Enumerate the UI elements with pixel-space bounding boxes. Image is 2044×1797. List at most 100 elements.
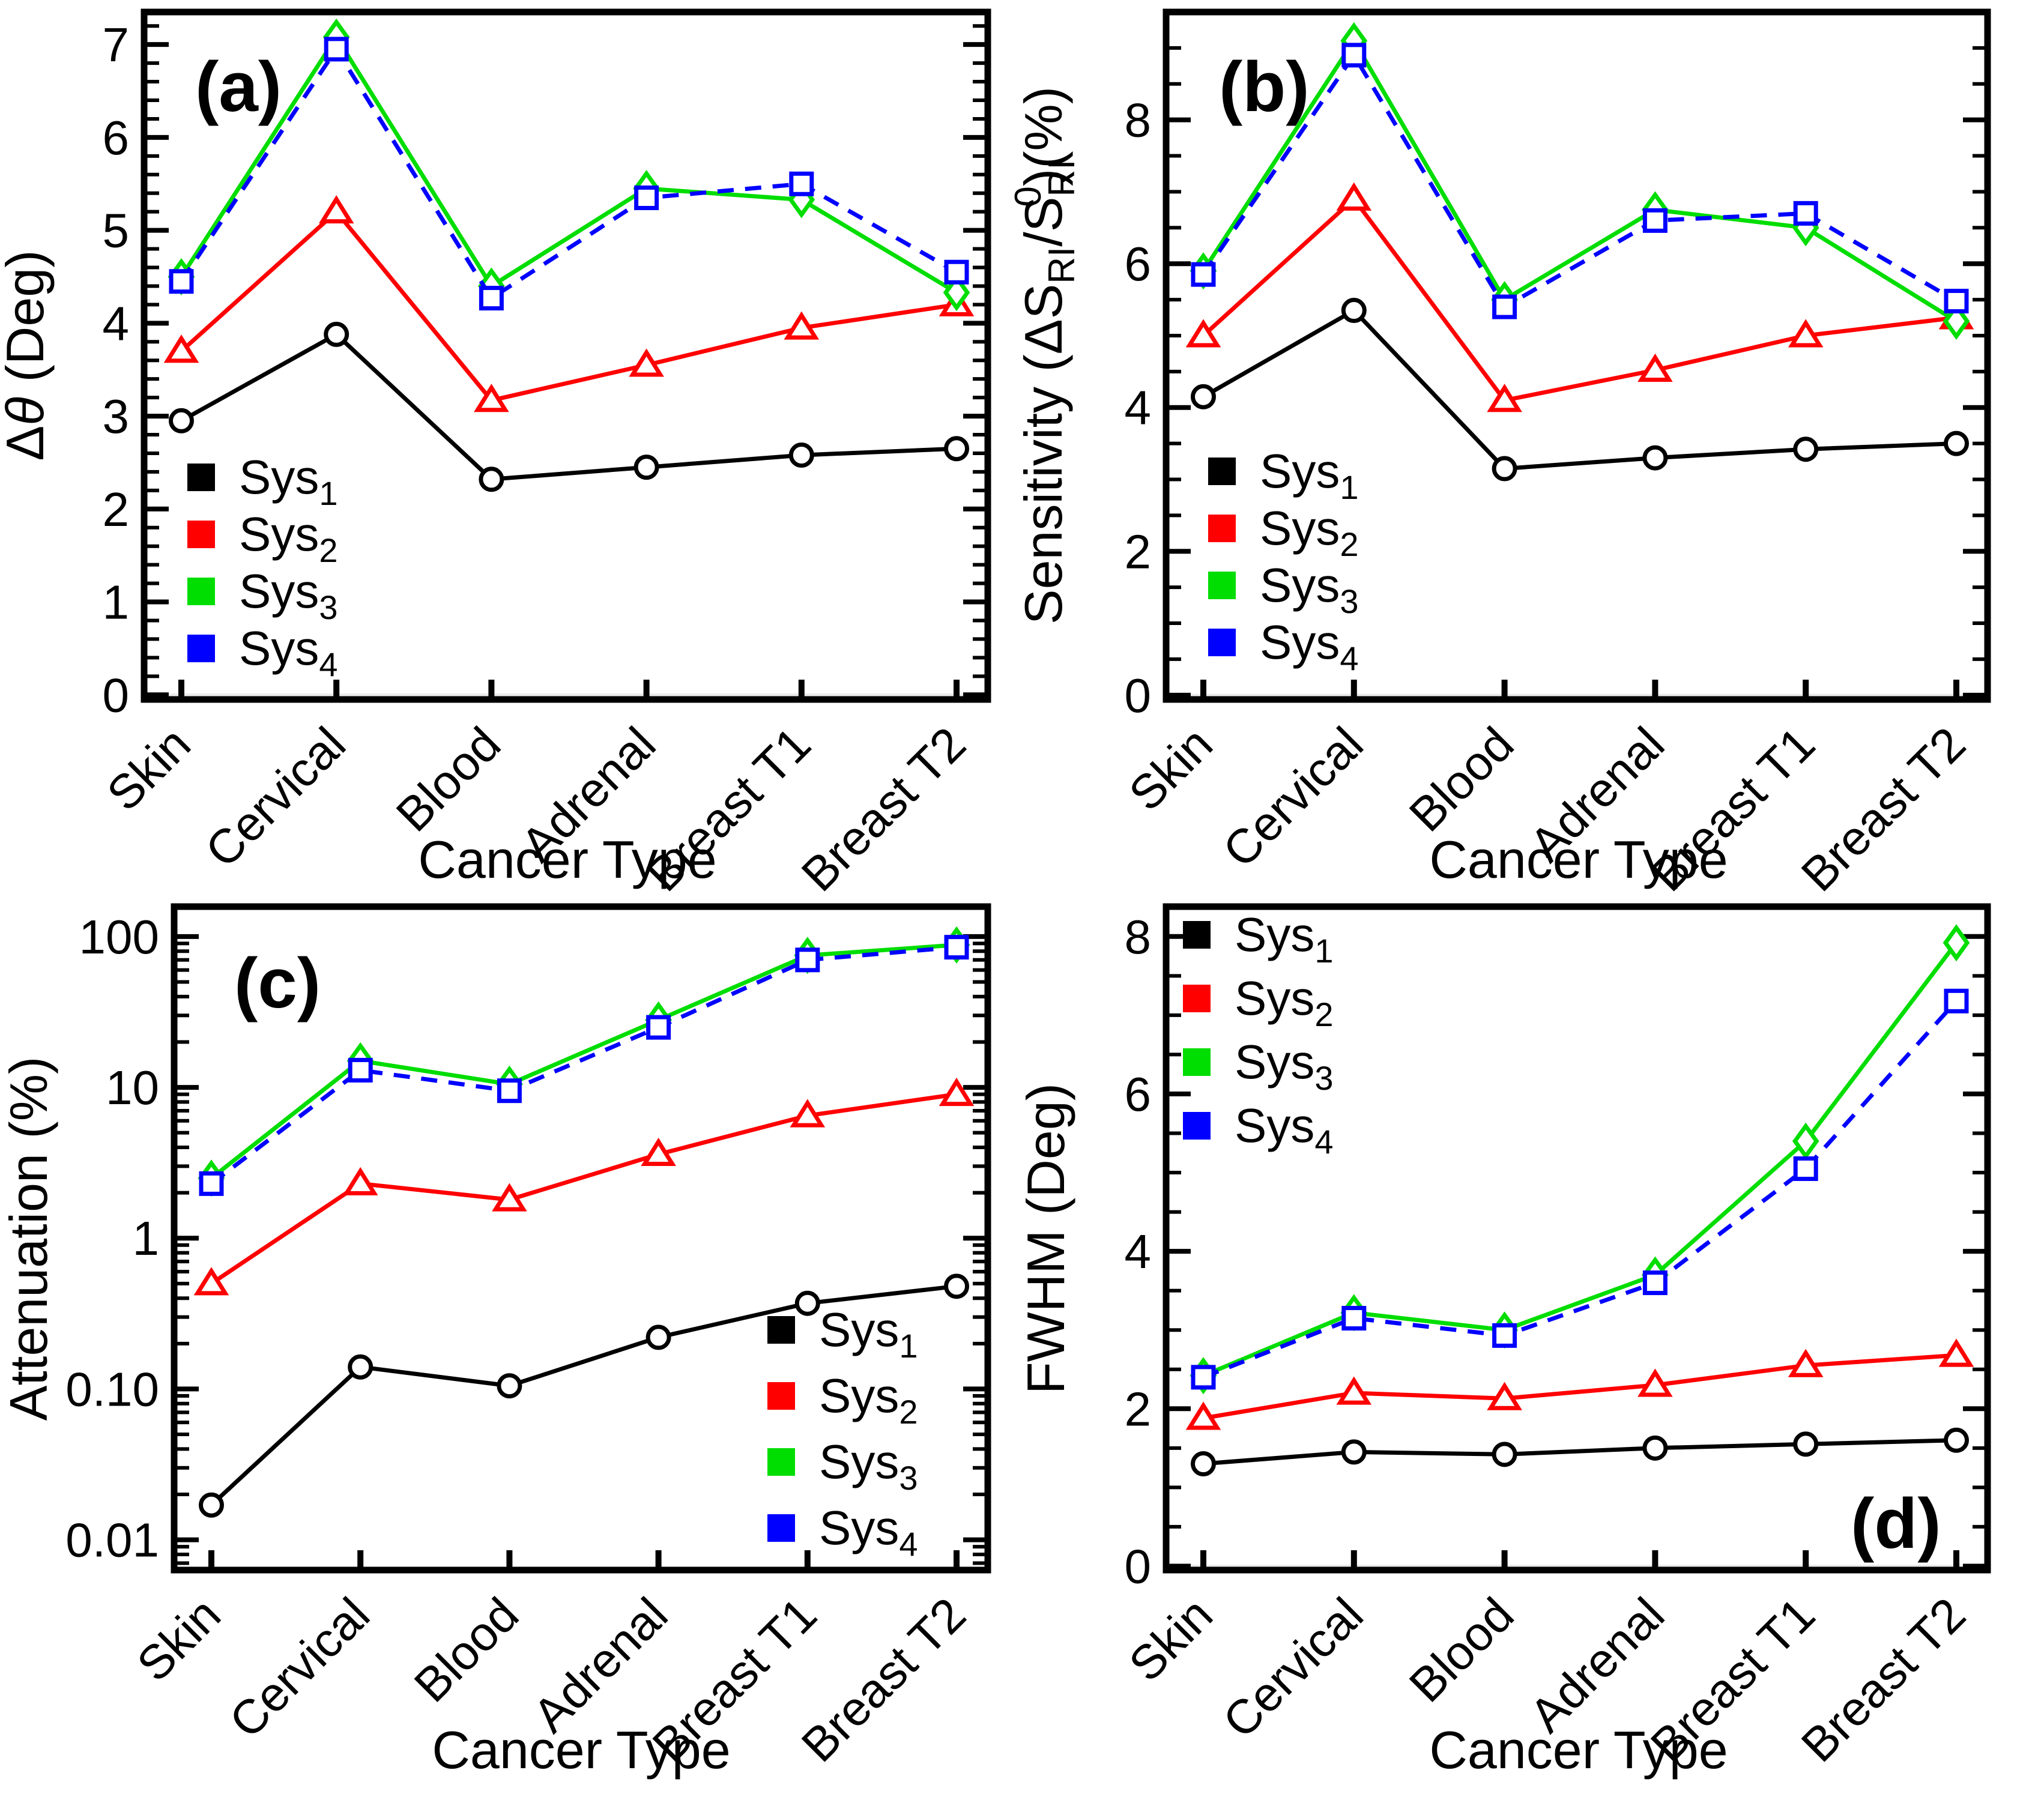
legend-label-sys4: Sys4 xyxy=(819,1501,918,1563)
circle-data-point-marker xyxy=(1492,456,1517,482)
y-tick-label: 0.10 xyxy=(65,1362,159,1416)
circle-data-point-marker xyxy=(1793,436,1819,462)
legend-swatch-sys2 xyxy=(1208,515,1236,542)
circle-data-point-marker xyxy=(1642,445,1668,471)
plot-frame xyxy=(141,8,991,703)
circle-data-point-marker xyxy=(497,1373,522,1399)
circle-data-point-marker xyxy=(1191,384,1216,409)
square-data-point-marker xyxy=(169,269,194,294)
circle-data-point-marker xyxy=(1341,298,1367,324)
series-line-sys4 xyxy=(180,47,958,301)
legend-swatch-sys1 xyxy=(187,464,215,491)
legend-swatch-sys1 xyxy=(1208,458,1236,485)
triangle-data-point-marker xyxy=(1185,319,1221,348)
square-data-point-marker xyxy=(348,1057,373,1083)
panel-letter-d: (d) xyxy=(1851,1484,1941,1563)
diamond-data-point-marker xyxy=(1943,303,1970,340)
y-tick-label: 7 xyxy=(103,18,130,71)
x-category-label: Breast T2 xyxy=(1791,717,1976,901)
panel-letter-a: (a) xyxy=(195,47,282,127)
square-data-point-marker xyxy=(1492,294,1517,319)
triangle-data-point-marker xyxy=(163,334,199,363)
square-data-point-marker xyxy=(646,1015,671,1040)
legend-label-sys1: Sys1 xyxy=(1260,444,1359,506)
x-category-label: Cervical xyxy=(195,717,355,877)
legend-swatch-sys4 xyxy=(1208,629,1236,656)
legend-swatch-sys3 xyxy=(1183,1048,1211,1076)
series-line-sys3 xyxy=(180,35,958,295)
legend-label-sys2: Sys2 xyxy=(1260,501,1359,563)
triangle-data-point-marker xyxy=(342,1167,378,1195)
series-line-sys2 xyxy=(180,210,957,403)
x-category-label: Blood xyxy=(1399,717,1524,842)
circle-data-point-marker xyxy=(1341,1439,1367,1465)
series-line-sys2 xyxy=(1202,196,1957,403)
circle-data-point-marker xyxy=(646,1324,671,1350)
plot-area xyxy=(1166,907,1988,1570)
legend-label-sys4: Sys4 xyxy=(1235,1099,1334,1161)
square-data-point-marker xyxy=(1642,208,1668,233)
circle-data-point-marker xyxy=(169,408,194,433)
triangle-data-point-marker xyxy=(641,1137,676,1167)
x-axis-title: Cancer Type xyxy=(1429,830,1728,889)
legend-label-sys1: Sys1 xyxy=(1235,908,1334,970)
y-tick-label: 2 xyxy=(103,483,130,536)
y-tick-label: 8 xyxy=(1125,910,1152,964)
triangle-data-point-marker xyxy=(1788,319,1824,348)
legend-swatch-sys3 xyxy=(1208,572,1236,599)
legend-swatch-sys2 xyxy=(187,521,215,548)
y-tick-label: 5 xyxy=(103,204,130,258)
circle-data-point-marker xyxy=(788,442,814,468)
x-category-label: Skin xyxy=(97,717,201,821)
x-category-label: Skin xyxy=(1119,1587,1223,1691)
circle-data-point-marker xyxy=(324,321,349,347)
y-tick-label: 4 xyxy=(103,297,130,350)
circle-data-point-marker xyxy=(199,1492,224,1518)
triangle-data-point-marker xyxy=(1788,1349,1824,1377)
y-axis-title: FWHM (Deg) xyxy=(1016,1083,1075,1394)
y-tick-label: 1 xyxy=(103,576,130,629)
square-data-point-marker xyxy=(789,171,814,196)
triangle-data-point-marker xyxy=(790,1099,826,1128)
circle-data-point-marker xyxy=(1492,1442,1517,1467)
legend-label-sys3: Sys3 xyxy=(1235,1035,1334,1097)
y-tick-label: 10 xyxy=(106,1061,159,1114)
y-tick-label: 2 xyxy=(1125,1382,1152,1436)
circle-data-point-marker xyxy=(1191,1451,1216,1477)
legend-swatch-sys4 xyxy=(187,635,215,662)
x-axis-title: Cancer Type xyxy=(418,830,716,889)
circle-data-point-marker xyxy=(479,467,504,492)
legend-label-sys4: Sys4 xyxy=(239,621,338,683)
square-data-point-marker xyxy=(1341,1306,1367,1331)
y-tick-label: 2 xyxy=(1125,525,1152,578)
legend-label-sys4: Sys4 xyxy=(1260,615,1359,677)
diamond-data-point-marker xyxy=(943,274,970,312)
x-category-label: Blood xyxy=(386,717,511,842)
square-data-point-marker xyxy=(324,37,349,62)
square-data-point-marker xyxy=(1944,288,1969,313)
square-data-point-marker xyxy=(1191,262,1216,287)
circle-data-point-marker xyxy=(944,436,969,462)
legend-label-sys1: Sys1 xyxy=(819,1303,918,1365)
legend-swatch-sys1 xyxy=(1183,921,1211,949)
y-axis-title: Attenuation (%) xyxy=(0,1057,58,1421)
x-category-label: Breast T2 xyxy=(791,717,976,901)
triangle-data-point-marker xyxy=(1487,1382,1522,1410)
y-tick-label: 6 xyxy=(103,111,130,165)
circle-data-point-marker xyxy=(794,1290,820,1316)
diamond-data-point-marker xyxy=(1943,924,1970,962)
legend-label-sys2: Sys2 xyxy=(239,507,338,569)
y-tick-label: 1 xyxy=(133,1212,160,1265)
circle-data-point-marker xyxy=(633,455,659,480)
plot-area xyxy=(144,12,988,699)
square-data-point-marker xyxy=(944,259,969,285)
triangle-data-point-marker xyxy=(1938,1338,1974,1367)
triangle-data-point-marker xyxy=(939,1077,975,1107)
y-tick-label: 0.01 xyxy=(65,1514,159,1567)
y-tick-label: 100 xyxy=(79,910,159,964)
legend-swatch-sys4 xyxy=(1183,1112,1211,1140)
